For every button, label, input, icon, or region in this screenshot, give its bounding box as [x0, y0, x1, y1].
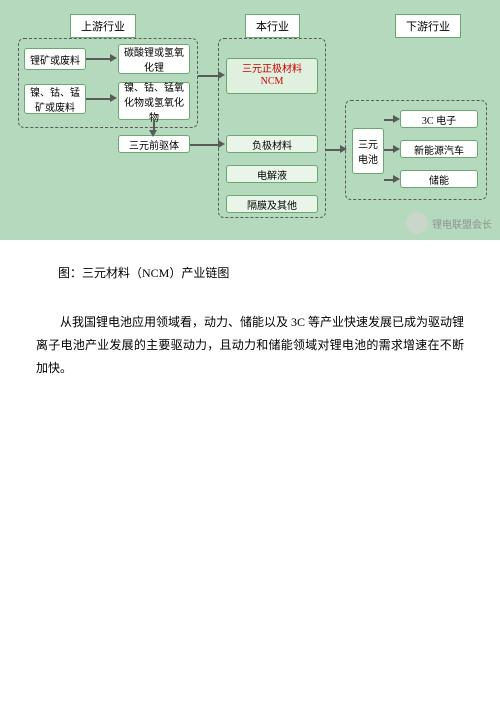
node-precursor: 三元前驱体 — [118, 135, 190, 153]
node-ncm-cathode: 三元正极材料 NCM — [226, 58, 318, 94]
node-app-3c: 3C 电子 — [400, 110, 478, 128]
node-electrolyte: 电解液 — [226, 165, 318, 183]
node-ncm-ore: 镍、钴、锰矿或废料 — [24, 84, 86, 114]
body-paragraph-text: 从我国锂电池应用领域看，动力、储能以及 3C 等产业快速发展已成为驱动锂离子电池… — [36, 315, 464, 375]
ncm-industry-chain-diagram: 上游行业 本行业 下游行业 锂矿或废料 碳酸锂或氢氧化锂 镍、钴、锰矿或废料 镍… — [0, 0, 500, 240]
body-paragraph: 从我国锂电池应用领域看，动力、储能以及 3C 等产业快速发展已成为驱动锂离子电池… — [36, 311, 464, 379]
header-downstream: 下游行业 — [395, 14, 461, 38]
node-ternary-battery: 三元电池 — [352, 128, 384, 174]
watermark-text: 锂电联盟会长 — [432, 216, 492, 231]
figure-caption: 图：三元材料（NCM）产业链图 — [58, 264, 500, 281]
node-ncm-cathode-line1: 三元正极材料 — [242, 64, 302, 76]
node-lioh-li2co3: 碳酸锂或氢氧化锂 — [118, 44, 190, 74]
watermark: 锂电联盟会长 — [406, 212, 492, 234]
node-lithium-ore: 锂矿或废料 — [24, 48, 86, 70]
node-ncm-cathode-line2: NCM — [261, 76, 284, 88]
node-anode: 负极材料 — [226, 135, 318, 153]
node-ncm-oxide: 镍、钴、锰氧化物或氢氧化物 — [118, 82, 190, 120]
node-app-nev: 新能源汽车 — [400, 140, 478, 158]
header-upstream: 上游行业 — [70, 14, 136, 38]
node-separator: 隔膜及其他 — [226, 195, 318, 213]
watermark-avatar-icon — [406, 212, 428, 234]
header-current: 本行业 — [245, 14, 300, 38]
node-app-ess: 储能 — [400, 170, 478, 188]
